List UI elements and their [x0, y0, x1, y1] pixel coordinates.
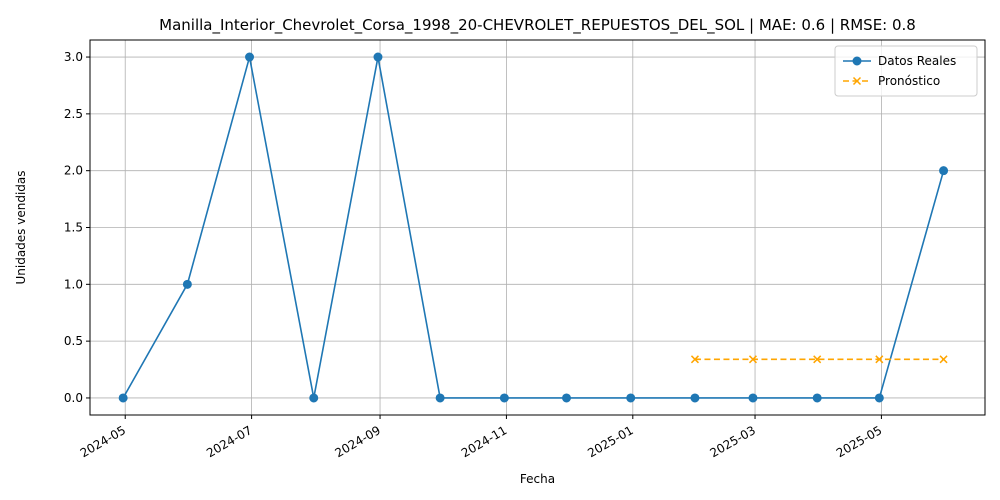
- series-line: [122, 56, 945, 399]
- legend: Datos Reales Pronóstico: [834, 45, 978, 97]
- data-point: [875, 355, 884, 364]
- y-tick-label: 0.5: [64, 334, 83, 348]
- data-point: [435, 393, 445, 403]
- x-axis-label: Fecha: [520, 472, 555, 486]
- y-tick-label: 1.5: [64, 221, 83, 235]
- data-point: [690, 393, 700, 403]
- data-point: [690, 355, 699, 364]
- y-tick-label: 3.0: [64, 50, 83, 64]
- legend-box: [834, 45, 978, 97]
- series-layer: [118, 52, 949, 403]
- data-point: [373, 52, 383, 62]
- data-point: [499, 393, 509, 403]
- legend-label: Pronóstico: [878, 74, 940, 88]
- data-point: [874, 393, 884, 403]
- data-point: [812, 393, 822, 403]
- data-point: [939, 355, 948, 364]
- legend-label: Datos Reales: [878, 54, 956, 68]
- grid: [90, 40, 985, 415]
- data-point: [852, 76, 862, 86]
- data-point: [118, 393, 128, 403]
- legend-item: Datos Reales: [843, 54, 956, 68]
- data-point: [852, 56, 862, 66]
- data-point: [562, 393, 572, 403]
- data-point: [245, 52, 255, 62]
- y-tick-label: 1.0: [64, 277, 83, 291]
- data-point: [813, 355, 822, 364]
- y-tick-label: 2.5: [64, 107, 83, 121]
- chart-title: Manilla_Interior_Chevrolet_Corsa_1998_20…: [159, 16, 916, 35]
- data-point: [309, 393, 319, 403]
- series-datos-reales: [118, 52, 949, 403]
- y-axis-label: Unidades vendidas: [14, 170, 28, 284]
- data-point: [626, 393, 636, 403]
- data-point: [182, 279, 192, 289]
- y-tick-label: 0.0: [64, 391, 83, 405]
- y-tick-label: 2.0: [64, 164, 83, 178]
- series-pron-stico: [690, 355, 948, 364]
- data-point: [748, 393, 758, 403]
- legend-item: Pronóstico: [843, 74, 940, 88]
- data-point: [939, 166, 949, 176]
- data-point: [748, 355, 757, 364]
